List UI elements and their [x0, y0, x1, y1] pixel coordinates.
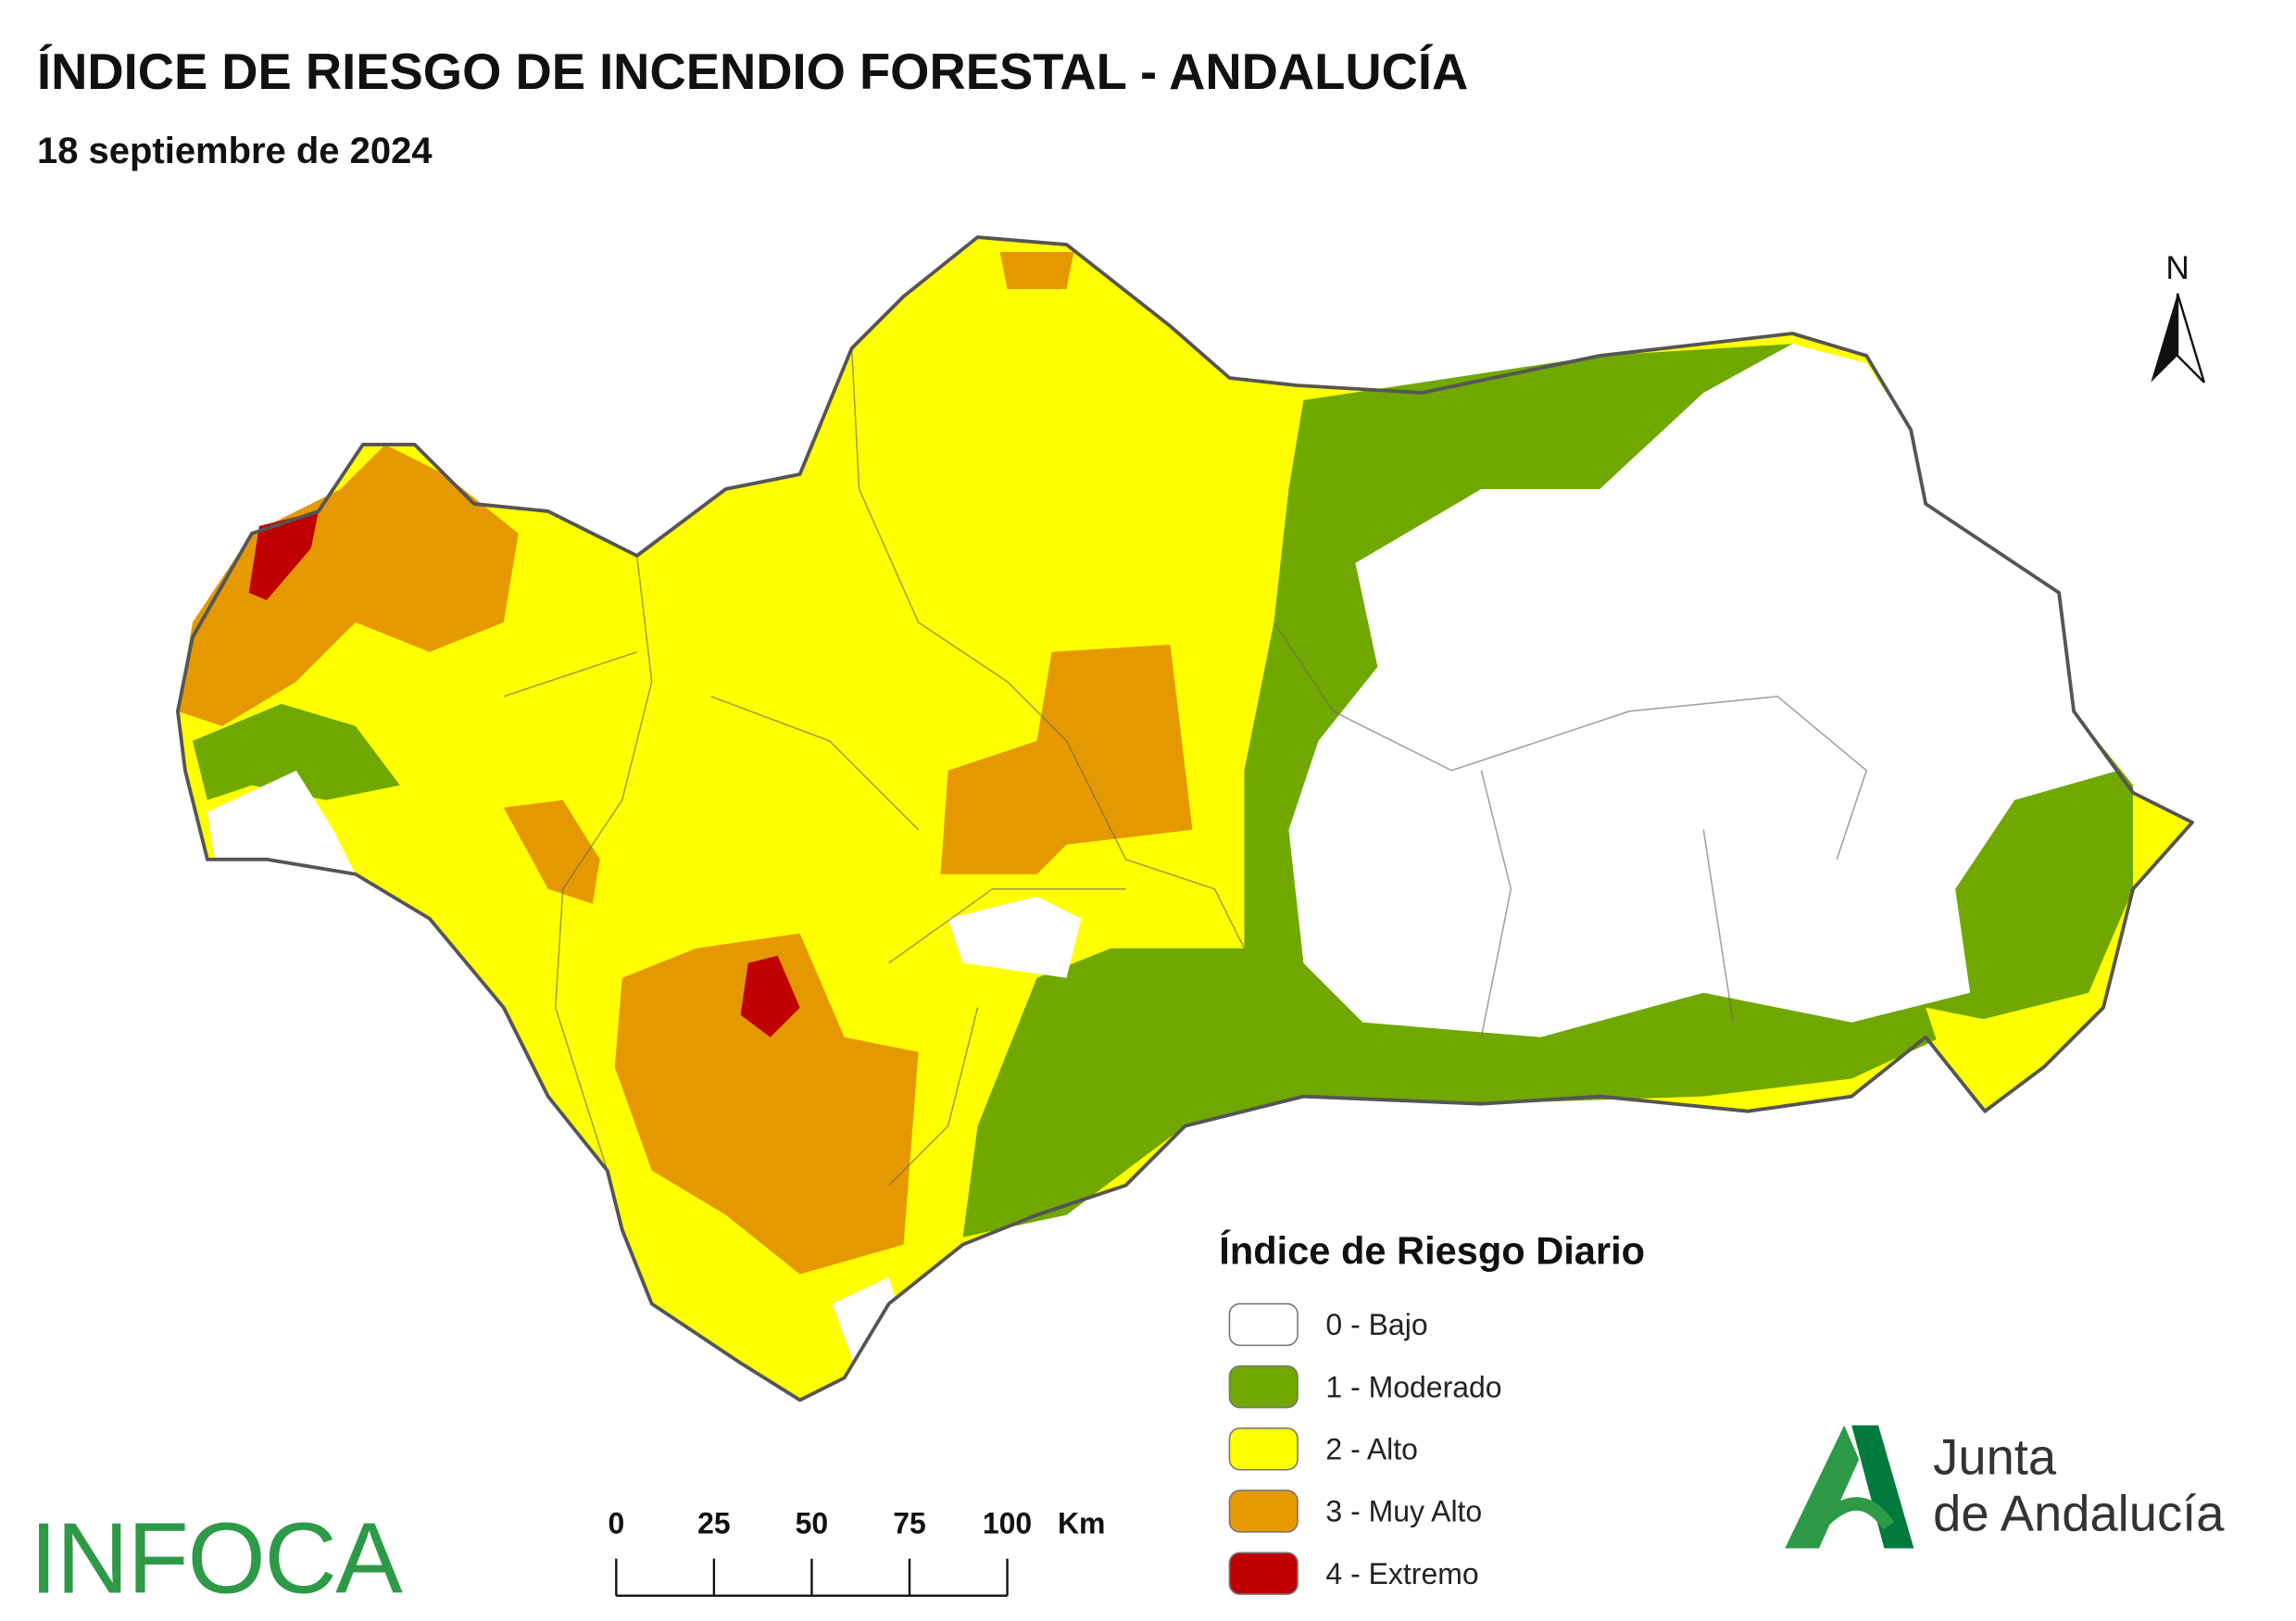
junta-mark-left: [1785, 1425, 1860, 1549]
region-extremo: [740, 955, 800, 1037]
region-bajo: [207, 770, 356, 874]
north-arrow-right: [2176, 293, 2205, 383]
region-bajo: [947, 896, 1082, 978]
region-extremo: [248, 510, 319, 600]
junta-mark-arc: [1813, 1497, 1895, 1531]
legend-swatch: [1228, 1489, 1299, 1533]
scale-unit: Km: [1058, 1506, 1106, 1539]
region-muy-alto: [999, 252, 1074, 290]
region-muy-alto: [177, 444, 519, 726]
subtitle: 18 septiembre de 2024: [37, 131, 433, 171]
legend-title: Índice de Riesgo Diario: [1219, 1228, 1645, 1272]
junta-text-line2: de Andalucía: [1933, 1485, 2225, 1541]
district-borders: [503, 347, 1868, 1187]
scale-bar: 0 25 50 75 100 Km: [608, 1506, 1106, 1597]
region-muy-alto: [503, 799, 600, 904]
junta-text-line1: Junta: [1933, 1429, 2057, 1486]
region-bajo: [1288, 344, 2119, 1037]
legend-swatch: [1228, 1302, 1299, 1347]
legend-label: 3 - Muy Alto: [1325, 1495, 1482, 1528]
legend-label: 2 - Alto: [1325, 1433, 1418, 1466]
region-muy-alto: [940, 644, 1193, 874]
north-label: N: [2165, 250, 2189, 286]
region-muy-alto: [614, 933, 919, 1275]
legend-label: 0 - Bajo: [1325, 1308, 1427, 1341]
map: [176, 235, 2194, 1402]
junta-logo: Junta de Andalucía: [1785, 1425, 2225, 1549]
legend-label: 1 - Moderado: [1325, 1370, 1501, 1403]
scale-tick-label: 0: [608, 1506, 624, 1539]
region-alto: [1926, 992, 2104, 1112]
north-arrow-left: [2151, 293, 2178, 383]
legend-swatch: [1228, 1552, 1299, 1595]
legend: 0 - Bajo 1 - Moderado 2 - Alto 3 - Muy Alto…: [1228, 1302, 1502, 1595]
scale-tick-label: 50: [796, 1506, 829, 1539]
region-moderado: [192, 703, 400, 800]
legend-swatch: [1228, 1364, 1299, 1409]
title: ÍNDICE DE RIESGO DE INCENDIO FORESTAL - …: [37, 44, 1468, 100]
infoca-logo: INFOCA: [30, 1502, 403, 1615]
legend-swatch: [1228, 1427, 1299, 1471]
scale-tick-label: 75: [893, 1506, 926, 1539]
scale-tick-label: 100: [983, 1506, 1032, 1539]
legend-label: 4 - Extremo: [1325, 1557, 1478, 1590]
scale-tick-label: 25: [697, 1506, 731, 1539]
andalucia-outline: [176, 235, 2194, 1402]
junta-mark-right: [1851, 1425, 1914, 1549]
north-arrow: N: [2151, 250, 2205, 383]
